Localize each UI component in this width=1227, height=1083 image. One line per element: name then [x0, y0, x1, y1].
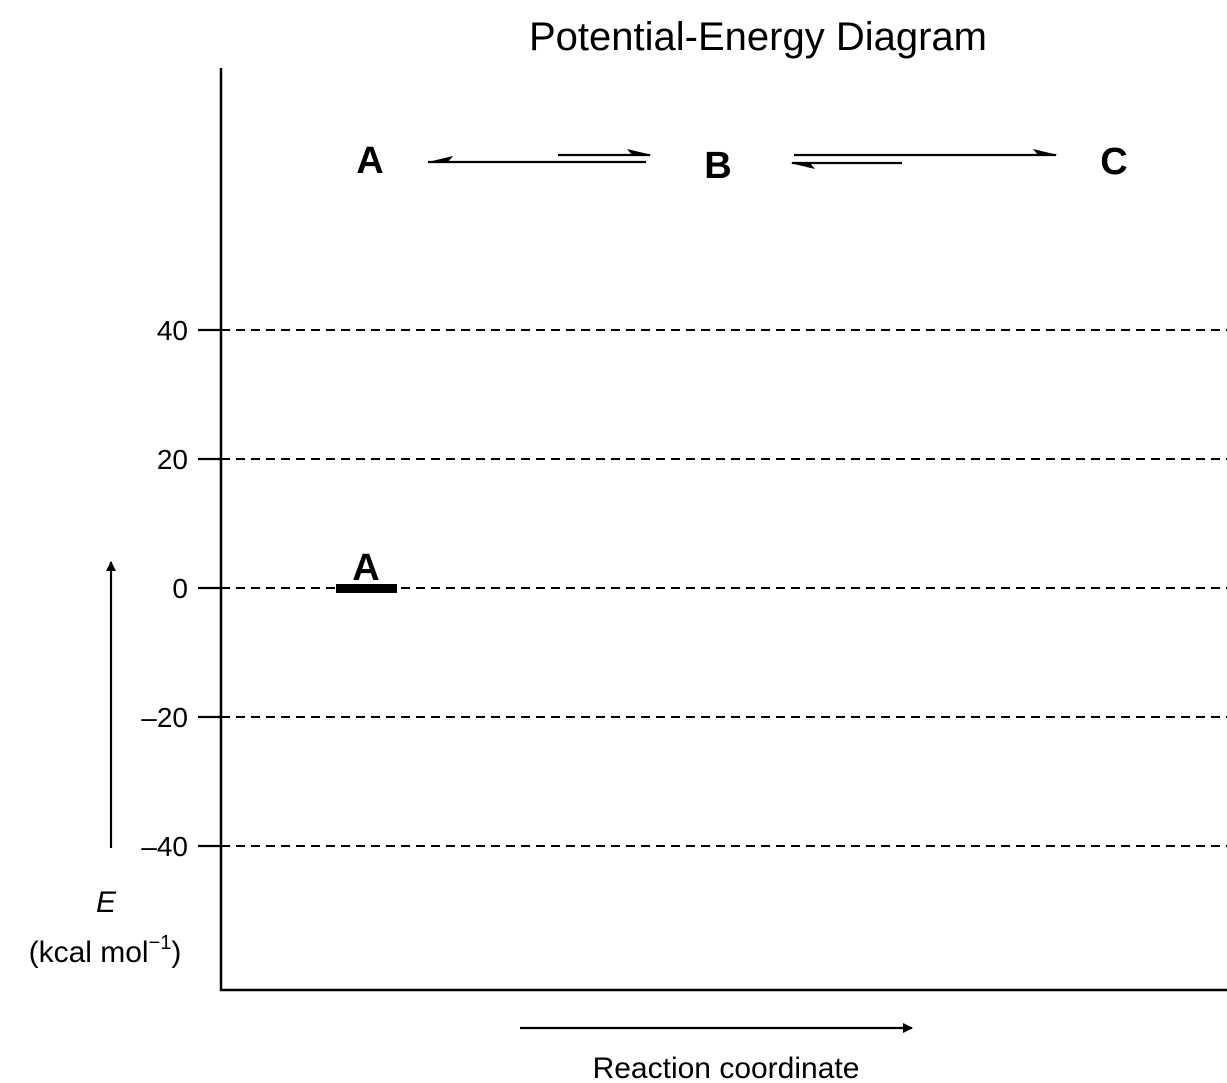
species-b-label: B — [704, 145, 731, 187]
diagram-title: Potential-Energy Diagram — [529, 15, 987, 59]
equilibrium-arrows-a-b — [428, 149, 652, 164]
y-axis-units: (kcal mol−1) — [29, 932, 182, 969]
y-tick-label-3: –20 — [141, 702, 188, 733]
energy-levels: A — [336, 547, 397, 593]
y-tick-label-1: 20 — [157, 444, 188, 475]
species-c-label: C — [1100, 141, 1127, 183]
species-a-label: A — [356, 140, 383, 182]
reaction-scheme: A B C — [356, 140, 1127, 187]
energy-gridlines: 40 20 0 –20 –40 — [141, 315, 1227, 862]
x-axis-label: Reaction coordinate — [593, 1052, 860, 1083]
y-axis-symbol: E — [96, 886, 117, 919]
y-axis-units-prefix: (kcal mol — [29, 936, 149, 969]
y-axis-units-suffix: ) — [171, 936, 181, 969]
y-tick-label-4: –40 — [141, 831, 188, 862]
energy-level-label-0: A — [352, 547, 379, 589]
y-tick-label-0: 40 — [157, 315, 188, 346]
y-axis-units-exponent: −1 — [149, 932, 172, 954]
equilibrium-arrows-b-c — [790, 149, 1058, 169]
y-tick-label-2: 0 — [172, 573, 188, 604]
energy-level-bar-0 — [336, 584, 397, 593]
y-axis-label: E (kcal mol−1) — [29, 886, 182, 969]
